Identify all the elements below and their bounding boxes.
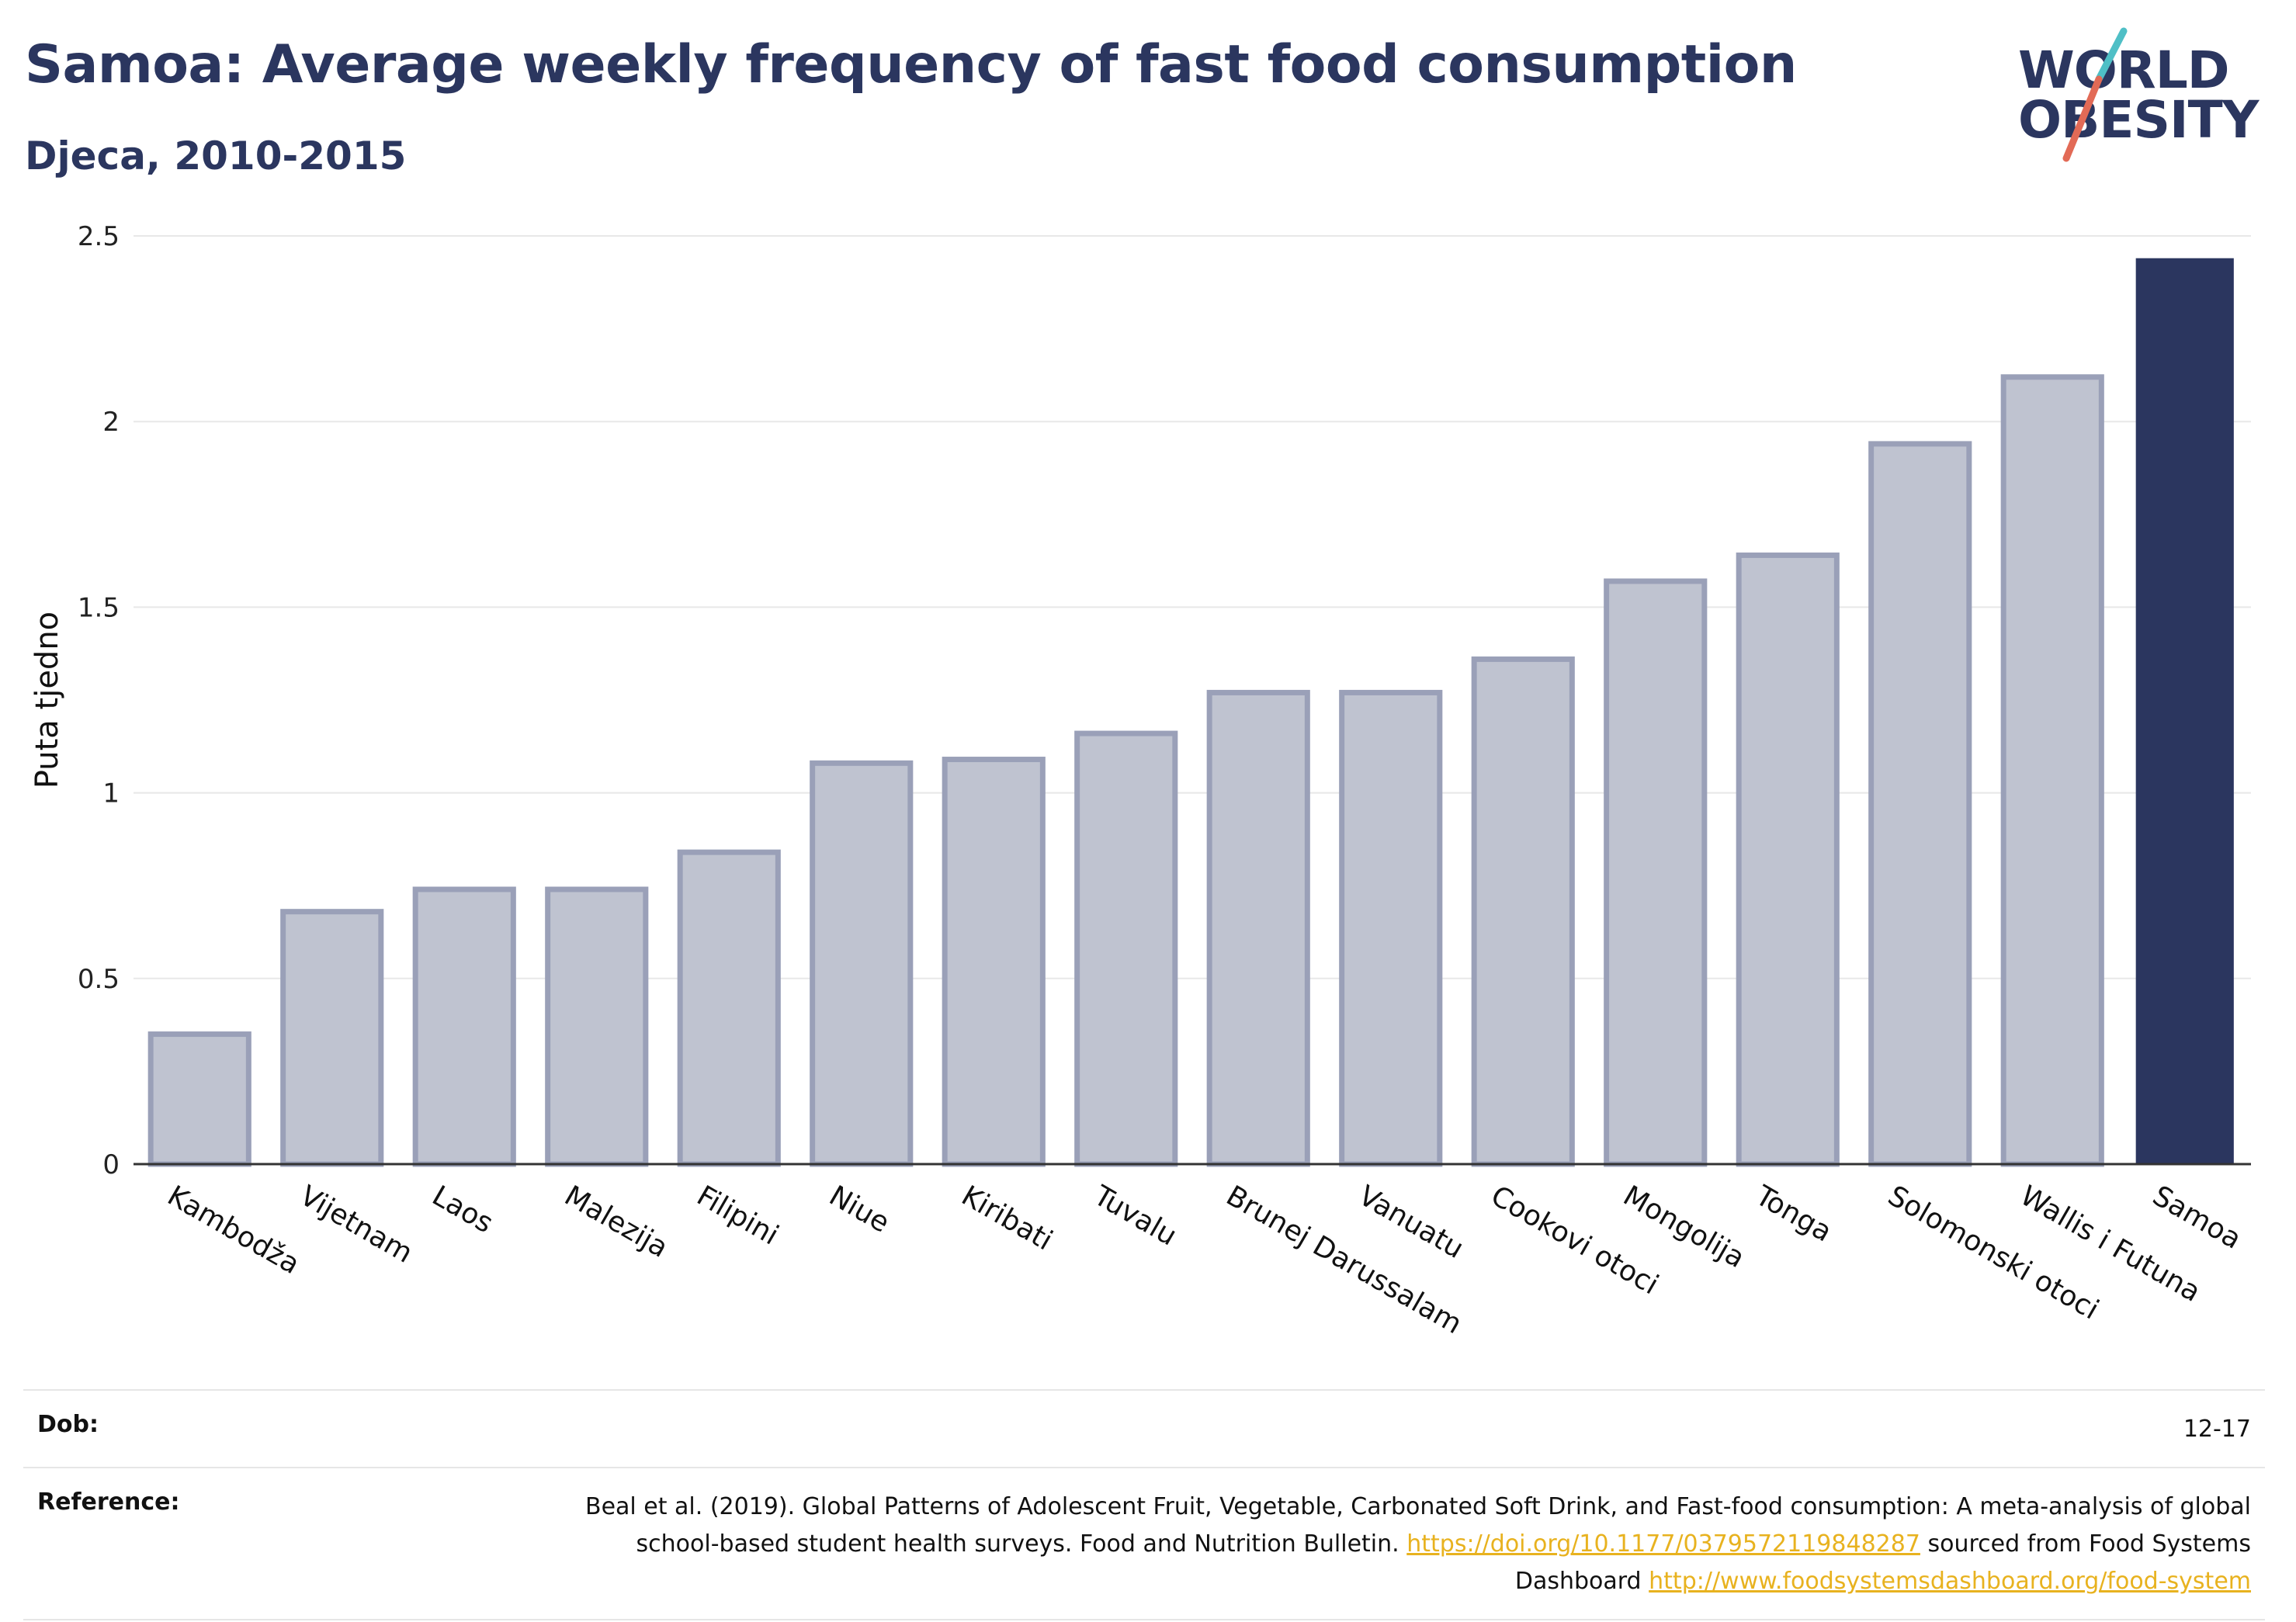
- x-tick-label: Kambodža: [162, 1180, 305, 1281]
- logo-text-world: WORLD: [2018, 40, 2230, 100]
- chart-title: Samoa: Average weekly frequency of fast …: [25, 34, 1797, 95]
- bar: [1206, 689, 1310, 1167]
- y-tick-label: 1: [102, 778, 120, 809]
- bar: [280, 909, 384, 1167]
- x-tick-label: Niue: [824, 1180, 894, 1239]
- y-tick-label: 1.5: [78, 592, 120, 623]
- x-tick-label: Tonga: [1750, 1180, 1837, 1249]
- y-tick-label: 2.5: [78, 221, 120, 252]
- x-tick-label: Brunej Darussalam: [1221, 1180, 1467, 1340]
- y-tick-label: 0: [102, 1149, 120, 1180]
- age-value: 12-17: [2183, 1416, 2251, 1443]
- y-tick-label: 2: [102, 407, 120, 438]
- chart-subtitle: Djeca, 2010-2015: [25, 133, 407, 178]
- doi-link[interactable]: https://doi.org/10.1177/0379572119848287: [1406, 1530, 1920, 1558]
- footer-age-row: Dob: 12-17: [23, 1389, 2265, 1467]
- x-tick-label: Vanuatu: [1353, 1180, 1469, 1265]
- bar: [2135, 258, 2234, 1165]
- bar: [412, 886, 516, 1167]
- x-tick-label: Malezija: [559, 1180, 673, 1264]
- x-tick-label: Vijetnam: [294, 1180, 418, 1270]
- bar: [1339, 689, 1443, 1167]
- x-tick-label: Laos: [427, 1180, 498, 1239]
- age-label: Dob:: [37, 1411, 99, 1438]
- world-obesity-logo: WORLD OBESITY: [2018, 23, 2282, 171]
- bar: [2000, 374, 2104, 1167]
- bar: [942, 757, 1046, 1167]
- bar: [1868, 441, 1972, 1167]
- bar: [147, 1031, 251, 1167]
- y-tick-label: 0.5: [78, 964, 120, 995]
- bar: [1074, 730, 1178, 1167]
- reference-citation: Beal et al. (2019). Global Patterns of A…: [584, 1493, 2251, 1558]
- footer-reference-row: Reference: Beal et al. (2019). Global Pa…: [23, 1467, 2265, 1620]
- reference-text: Beal et al. (2019). Global Patterns of A…: [582, 1489, 2251, 1600]
- x-tick-label: Samoa: [2147, 1180, 2246, 1256]
- reference-source: sourced from Food Systems Dashboard: [1514, 1530, 2251, 1595]
- reference-label: Reference:: [37, 1489, 180, 1516]
- y-axis-label: Puta tjedno: [29, 612, 65, 788]
- x-tick-label: Tuvalu: [1087, 1180, 1181, 1253]
- x-tick-label: Filipini: [692, 1180, 784, 1251]
- chart-footer: Dob: 12-17 Reference: Beal et al. (2019)…: [23, 1389, 2265, 1620]
- logo-slash-icon: [2062, 27, 2128, 162]
- x-tick-label: Kiribati: [956, 1180, 1058, 1256]
- bar: [1604, 578, 1708, 1167]
- bar: [1471, 656, 1575, 1167]
- bar: [810, 760, 914, 1167]
- logo-text-obesity: OBESITY: [2018, 90, 2259, 150]
- dashboard-link[interactable]: http://www.foodsystemsdashboard.org/food…: [1649, 1568, 2251, 1595]
- bar: [1736, 552, 1840, 1167]
- x-tick-label: Solomonski otoci: [1882, 1180, 2104, 1326]
- bar: [677, 849, 781, 1167]
- bar: [545, 886, 649, 1167]
